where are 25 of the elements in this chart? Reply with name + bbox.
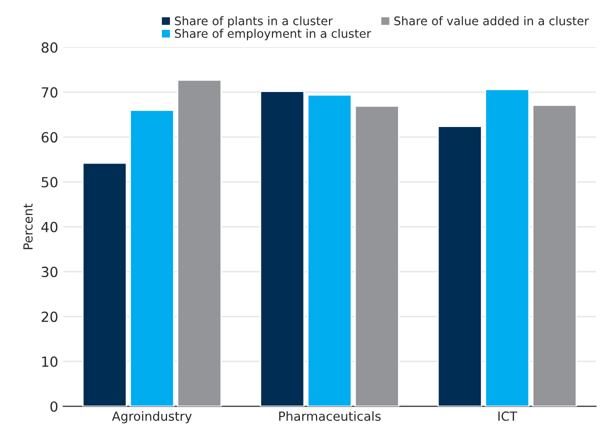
y-tick-label: 10 <box>42 356 58 367</box>
x-tick-label: Agroindustry <box>112 411 192 424</box>
bar <box>307 94 352 406</box>
bar <box>532 104 578 406</box>
y-tick-label: 30 <box>42 266 58 278</box>
bar <box>484 88 530 406</box>
bar <box>82 162 128 406</box>
y-tick-label: 60 <box>42 132 58 143</box>
y-tick-label: 50 <box>42 176 58 188</box>
legend-label: Share of employment in a cluster <box>174 28 372 40</box>
y-tick-label: 80 <box>42 42 58 53</box>
y-axis-title: Percent <box>23 204 33 250</box>
bar <box>437 126 482 406</box>
x-tick-label: Pharmaceuticals <box>279 411 381 421</box>
bar <box>354 105 400 406</box>
legend-label: Share of plants in a cluster <box>174 16 333 28</box>
bar <box>176 79 222 406</box>
y-tick-label: 0 <box>50 401 58 412</box>
bar <box>130 109 174 406</box>
y-tick-label: 20 <box>42 312 58 322</box>
legend-label: Share of value added in a cluster <box>394 16 589 26</box>
y-tick-label: 40 <box>41 222 58 232</box>
x-tick-label: ICT <box>498 411 518 421</box>
bar <box>260 90 305 406</box>
y-tick-label: 70 <box>42 87 58 98</box>
